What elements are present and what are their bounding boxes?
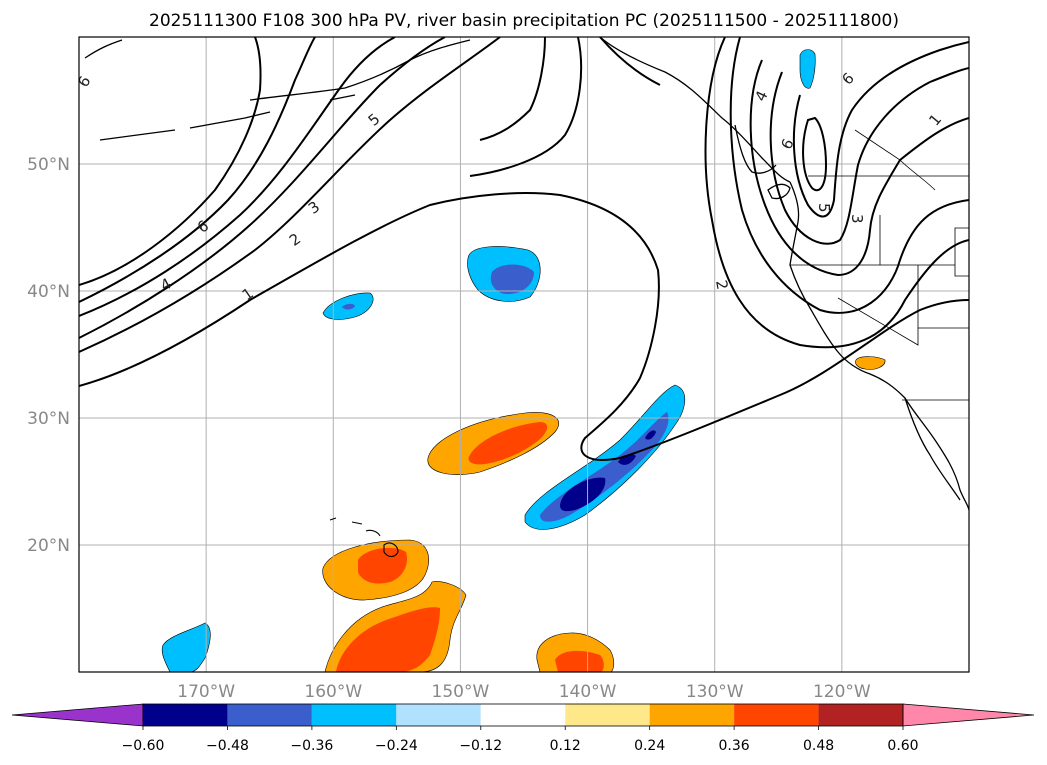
colorbar-tick-label: −0.36 <box>290 738 333 754</box>
anomaly-positive-southwest <box>324 581 467 672</box>
colorbar-segment <box>480 704 566 726</box>
anomaly-positive-southern-california <box>855 356 886 370</box>
coastlines <box>84 37 969 511</box>
colorbar-segment <box>818 704 903 726</box>
colorbar-tick-label: 0.24 <box>634 738 665 754</box>
map-background <box>79 37 969 672</box>
pv-label-2-east: 2 <box>712 279 731 292</box>
colorbar-segment <box>311 704 397 726</box>
latitude-tick-labels: 20°N 30°N 40°N 50°N <box>27 155 70 556</box>
map-frame <box>78 36 970 673</box>
chart-title: 2025111300 F108 300 hPa PV, river basin … <box>149 11 899 31</box>
lat-tick-label: 20°N <box>27 536 70 556</box>
colorbar-segment <box>734 704 819 726</box>
map-gridlines <box>79 37 969 672</box>
colorbar: −0.60 −0.48 −0.36 −0.24 −0.12 0.12 0.24 0.36 0.4… <box>11 703 1035 754</box>
anomaly-negative-diagonal-band <box>524 384 686 530</box>
lon-tick-label: 150°W <box>432 682 490 702</box>
anomaly-negative-far-southwest <box>161 622 211 672</box>
colorbar-tick-label: 0.12 <box>550 738 581 754</box>
colorbar-extend-low <box>11 703 144 727</box>
lon-tick-label: 140°W <box>559 682 617 702</box>
colorbar-segment <box>649 704 735 726</box>
lat-tick-label: 40°N <box>27 282 70 302</box>
colorbar-segment <box>143 704 228 726</box>
pv-contours <box>79 37 969 461</box>
anomaly-negative-central-pacific <box>467 246 541 302</box>
anomaly-negative-small-west <box>322 292 374 320</box>
colorbar-tick-label: −0.24 <box>375 738 418 754</box>
lon-tick-label: 130°W <box>686 682 744 702</box>
lon-tick-label: 160°W <box>304 682 362 702</box>
lat-tick-label: 30°N <box>27 409 70 429</box>
longitude-tick-labels: 170°W 160°W 150°W 140°W 130°W 120°W <box>177 682 871 702</box>
lon-tick-label: 170°W <box>177 682 235 702</box>
colorbar-outline <box>142 703 904 727</box>
colorbar-tick-label: 0.36 <box>719 738 750 754</box>
pv-label-5-east: 5 <box>815 203 833 213</box>
colorbar-tick-label: 0.48 <box>803 738 834 754</box>
lon-tick-label: 120°W <box>813 682 871 702</box>
colorbar-segment <box>396 704 481 726</box>
colorbar-tick-label: −0.48 <box>206 738 249 754</box>
hawaiian-islands <box>329 517 399 558</box>
anomaly-positive-south-central <box>536 632 615 672</box>
anomaly-negative-british-columbia <box>799 49 816 89</box>
anomaly-positive-near-hawaii <box>322 539 429 601</box>
pv-label-3-east: 3 <box>848 214 866 224</box>
colorbar-tick-label: −0.60 <box>122 738 165 754</box>
colorbar-extend-high <box>902 703 1035 727</box>
colorbar-tick-label: −0.12 <box>459 738 502 754</box>
lat-tick-label: 50°N <box>27 155 70 175</box>
colorbar-segment <box>565 704 650 726</box>
colorbar-segment <box>227 704 312 726</box>
colorbar-tick-label: 0.60 <box>887 738 918 754</box>
